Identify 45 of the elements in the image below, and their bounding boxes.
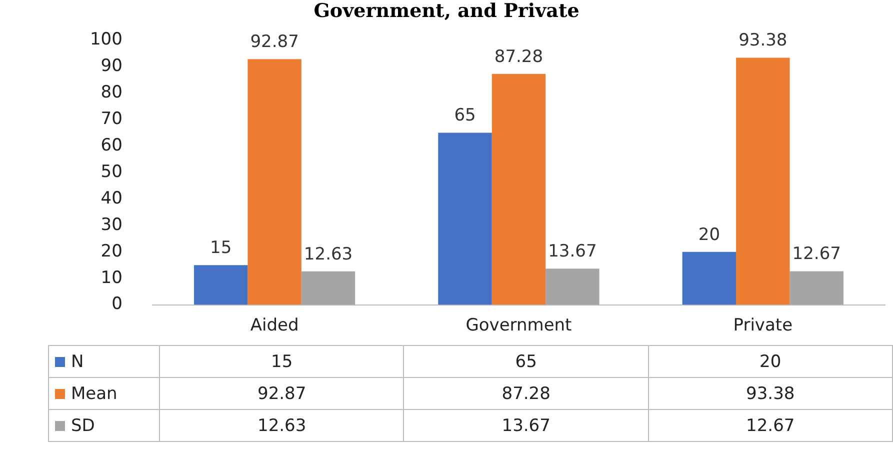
bar — [736, 58, 790, 305]
annotation: 12.63 — [304, 244, 353, 264]
y-tick-label: 50 — [100, 162, 122, 182]
y-tick-label: 80 — [100, 82, 122, 103]
data-label: 15 — [160, 346, 404, 378]
data-label: 93.38 — [648, 378, 892, 410]
annotation: 93.38 — [738, 30, 788, 51]
data-label: 87.28 — [404, 378, 648, 410]
y-tick-label: 20 — [100, 241, 122, 262]
bar — [248, 59, 302, 305]
data-label: 20 — [648, 346, 892, 378]
chart-title: Government, and Private — [312, 0, 580, 22]
annotation: 20 — [698, 224, 720, 245]
x-tick-label: Government — [466, 315, 572, 336]
y-tick-label: 60 — [100, 135, 122, 156]
x-tick-label: Aided — [250, 315, 299, 336]
legend-label: SD — [48, 410, 160, 442]
bar — [194, 265, 248, 305]
y-tick-label: 70 — [100, 109, 122, 129]
data-label: 12.67 — [648, 410, 892, 442]
y-tick-label: 10 — [100, 268, 122, 288]
y-tick-label: 90 — [100, 56, 122, 76]
data-label: 12.63 — [160, 410, 404, 442]
bar — [438, 132, 492, 305]
legend-label: Mean — [48, 378, 160, 410]
y-tick-label: 30 — [100, 214, 122, 235]
bar — [546, 268, 600, 305]
bar — [790, 271, 844, 305]
data-label: 92.87 — [160, 378, 404, 410]
bar — [301, 271, 356, 305]
annotation: 92.87 — [250, 32, 299, 52]
bar — [492, 74, 546, 305]
data-label: 65 — [404, 346, 648, 378]
y-tick-label: 0 — [112, 294, 122, 314]
annotation: 13.67 — [548, 242, 597, 262]
annotation: 65 — [454, 106, 476, 126]
annotation: 15 — [210, 238, 232, 258]
y-tick-label: 100 — [90, 30, 122, 50]
legend-label: N — [48, 346, 160, 378]
annotation: 87.28 — [494, 46, 544, 67]
y-tick-label: 40 — [100, 188, 122, 208]
annotation: 12.67 — [792, 244, 841, 264]
bar — [682, 252, 736, 305]
x-tick-label: Private — [733, 315, 793, 336]
data-label: 13.67 — [404, 410, 648, 442]
